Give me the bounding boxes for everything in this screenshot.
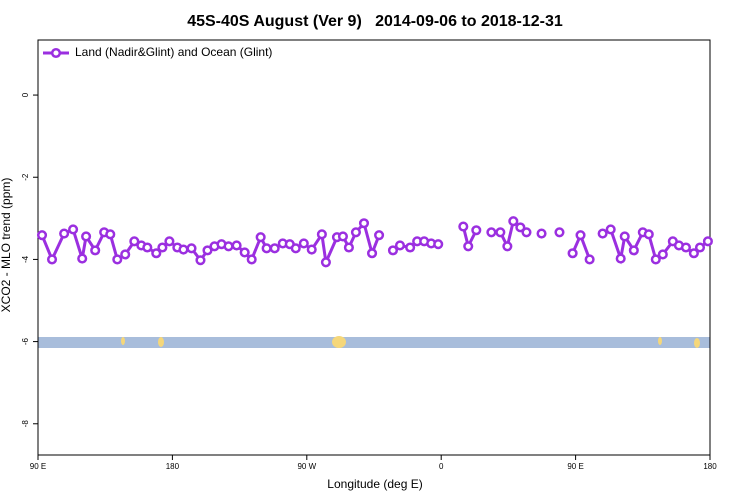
- data-point: [164, 236, 175, 247]
- data-point: [405, 242, 416, 253]
- data-point: [508, 216, 519, 227]
- plot-frame: [37, 39, 711, 456]
- data-point: [615, 253, 626, 264]
- x-tick-label: 180: [703, 462, 717, 471]
- data-point: [536, 228, 547, 239]
- data-point: [495, 227, 506, 238]
- data-point: [231, 240, 242, 251]
- data-point: [657, 249, 668, 260]
- x-tick-label: 180: [166, 462, 180, 471]
- data-point: [157, 242, 168, 253]
- data-point: [387, 245, 399, 256]
- data-point: [619, 231, 630, 242]
- data-point: [694, 242, 706, 253]
- y-tick-label: -6: [21, 337, 30, 345]
- data-point: [239, 247, 250, 258]
- data-point: [584, 254, 595, 265]
- y-tick-label: -8: [21, 420, 30, 428]
- data-point: [463, 241, 474, 252]
- data-point: [112, 254, 123, 265]
- data-point: [521, 227, 532, 238]
- data-point: [471, 225, 482, 236]
- data-point: [46, 254, 58, 265]
- data-point: [374, 230, 385, 241]
- data-point: [202, 245, 213, 256]
- data-point: [68, 224, 79, 235]
- x-tick-label: 0: [439, 462, 444, 471]
- x-tick-label: 90 W: [297, 462, 316, 471]
- data-point: [178, 244, 189, 255]
- data-point: [515, 222, 526, 233]
- data-point: [650, 254, 661, 265]
- y-axis-label: XCO2 - MLO trend (ppm): [0, 178, 13, 313]
- data-point: [628, 245, 639, 256]
- data-point: [567, 248, 578, 259]
- data-point: [394, 240, 406, 251]
- land-ocean-strip: [38, 336, 710, 348]
- data-point: [688, 248, 699, 259]
- legend-marker: [50, 47, 62, 59]
- data-point: [605, 224, 616, 235]
- data-point: [195, 255, 206, 266]
- data-point: [246, 254, 257, 265]
- data-point: [36, 230, 48, 241]
- data-point: [320, 257, 331, 268]
- data-point: [643, 229, 654, 240]
- data-point: [486, 227, 497, 238]
- data-point: [186, 243, 197, 254]
- data-point: [433, 239, 444, 250]
- data-point: [306, 244, 317, 255]
- data-point: [367, 248, 378, 259]
- data-point: [290, 243, 301, 254]
- x-axis-label: Longitude (deg E): [327, 477, 422, 491]
- data-point: [129, 236, 140, 247]
- data-point: [120, 249, 131, 260]
- data-point: [575, 230, 586, 241]
- data-point: [261, 243, 272, 254]
- data-point: [597, 228, 608, 239]
- data-point: [269, 243, 280, 254]
- data-point: [350, 227, 361, 238]
- data-point: [255, 232, 266, 243]
- data-point: [142, 242, 153, 253]
- chart-title: 45S-40S August (Ver 9) 2014-09-06 to 201…: [187, 13, 563, 30]
- data-point: [298, 238, 309, 249]
- data-point: [81, 231, 92, 242]
- data-point: [223, 241, 234, 252]
- data-point: [680, 242, 692, 253]
- data-point: [702, 236, 713, 247]
- data-point: [337, 231, 348, 242]
- y-tick-label: -2: [21, 173, 30, 181]
- data-point: [554, 227, 565, 238]
- x-tick-label: 90 E: [567, 462, 583, 471]
- y-tick-label: -4: [21, 255, 30, 263]
- data-point: [105, 229, 116, 240]
- data-point: [316, 229, 327, 240]
- y-tick-label: 0: [21, 92, 30, 97]
- data-point: [458, 221, 469, 232]
- data-point: [151, 248, 162, 259]
- data-point: [90, 245, 101, 256]
- data-point: [358, 218, 370, 229]
- data-point: [502, 241, 513, 252]
- x-tick-label: 90 E: [30, 462, 46, 471]
- legend-label: Land (Nadir&Glint) and Ocean (Glint): [75, 45, 272, 59]
- data-point: [77, 253, 88, 264]
- data-point: [59, 228, 70, 239]
- data-point: [343, 242, 354, 253]
